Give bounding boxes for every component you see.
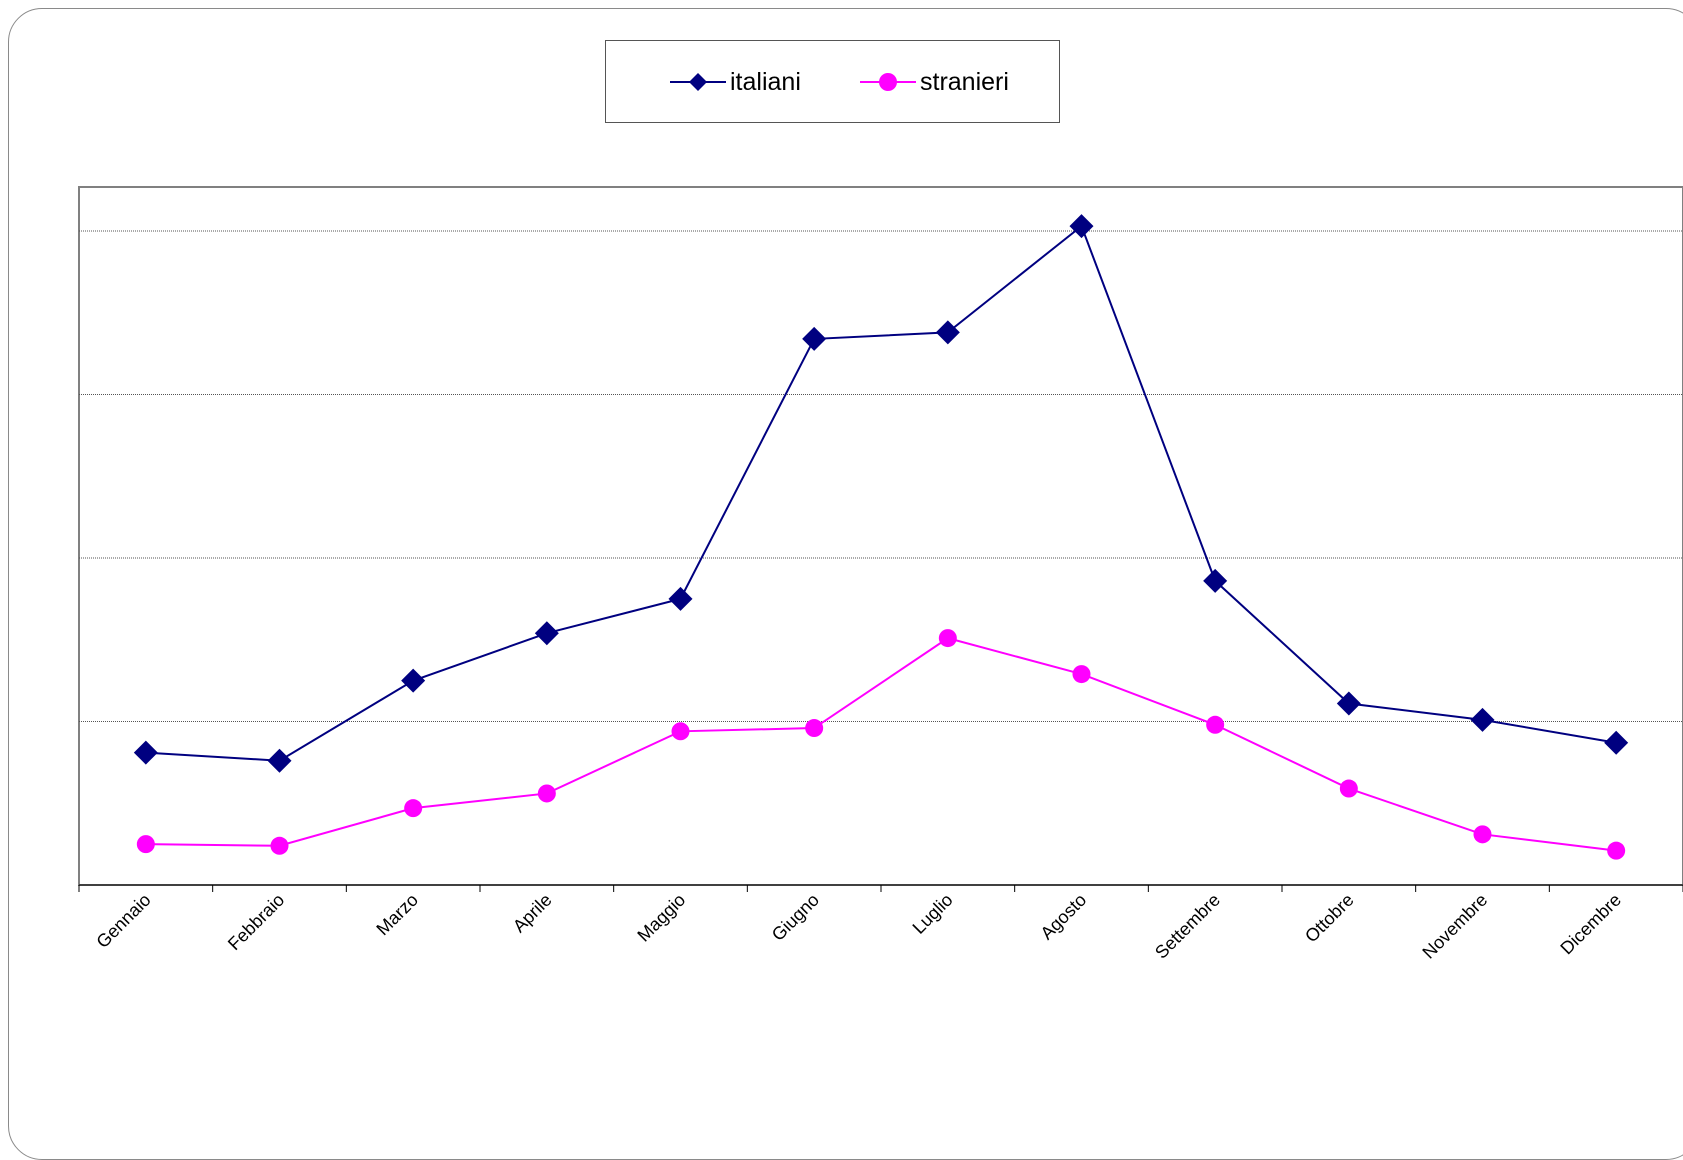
data-point-italiani [1604,730,1629,755]
data-point-stranieri [938,629,957,648]
data-point-stranieri [404,799,423,818]
x-tick-label: Novembre [1418,890,1491,963]
data-point-italiani [1336,691,1361,716]
data-point-italiani [1470,707,1495,732]
data-point-stranieri [537,784,556,803]
legend-marker-circle-icon [860,73,916,91]
data-point-stranieri [1473,825,1492,844]
legend-item-stranieri: stranieri [858,65,1009,99]
x-tick-label: Marzo [372,890,422,940]
data-point-italiani [1069,214,1094,239]
x-tick-label: Agosto [1037,890,1091,944]
data-point-italiani [1203,568,1228,593]
series-line-stranieri [145,637,1617,852]
data-point-stranieri [671,722,690,741]
legend-marker-diamond-icon [670,73,726,91]
x-tick-label: Settembre [1151,890,1224,963]
data-point-italiani [133,740,158,765]
x-tick-label: Dicembre [1556,890,1625,959]
x-tick-label: Maggio [633,890,689,946]
x-tick-label: Giugno [768,890,823,945]
data-point-italiani [534,621,559,646]
data-point-stranieri [1072,665,1091,684]
data-point-stranieri [270,836,289,855]
x-tick-label: Luglio [909,890,957,938]
data-point-italiani [668,586,693,611]
data-point-stranieri [1339,779,1358,798]
legend-label-italiani: italiani [730,67,801,96]
x-tick-label: Aprile [509,890,556,937]
legend-item-italiani: italiani [668,65,801,99]
chart-legend: italiani stranieri [605,40,1060,123]
data-point-stranieri [136,835,155,854]
data-point-italiani [935,320,960,345]
line-chart: Gennaio Febbraio Marzo Aprile Maggio Giugno Lu… [78,186,1683,963]
data-point-stranieri [1607,841,1626,860]
series-line-italiani [145,224,1617,762]
data-point-italiani [267,748,292,773]
x-tick-label: Febbraio [224,890,288,954]
x-tick-label: Gennaio [92,890,154,952]
data-point-stranieri [805,719,824,738]
data-point-italiani [802,326,827,351]
legend-label-stranieri: stranieri [920,67,1009,96]
data-point-stranieri [1206,715,1225,734]
plot-area [78,186,1683,886]
data-point-italiani [401,668,426,693]
slide-frame [8,8,1683,1160]
x-tick-label: Ottobre [1301,890,1358,947]
